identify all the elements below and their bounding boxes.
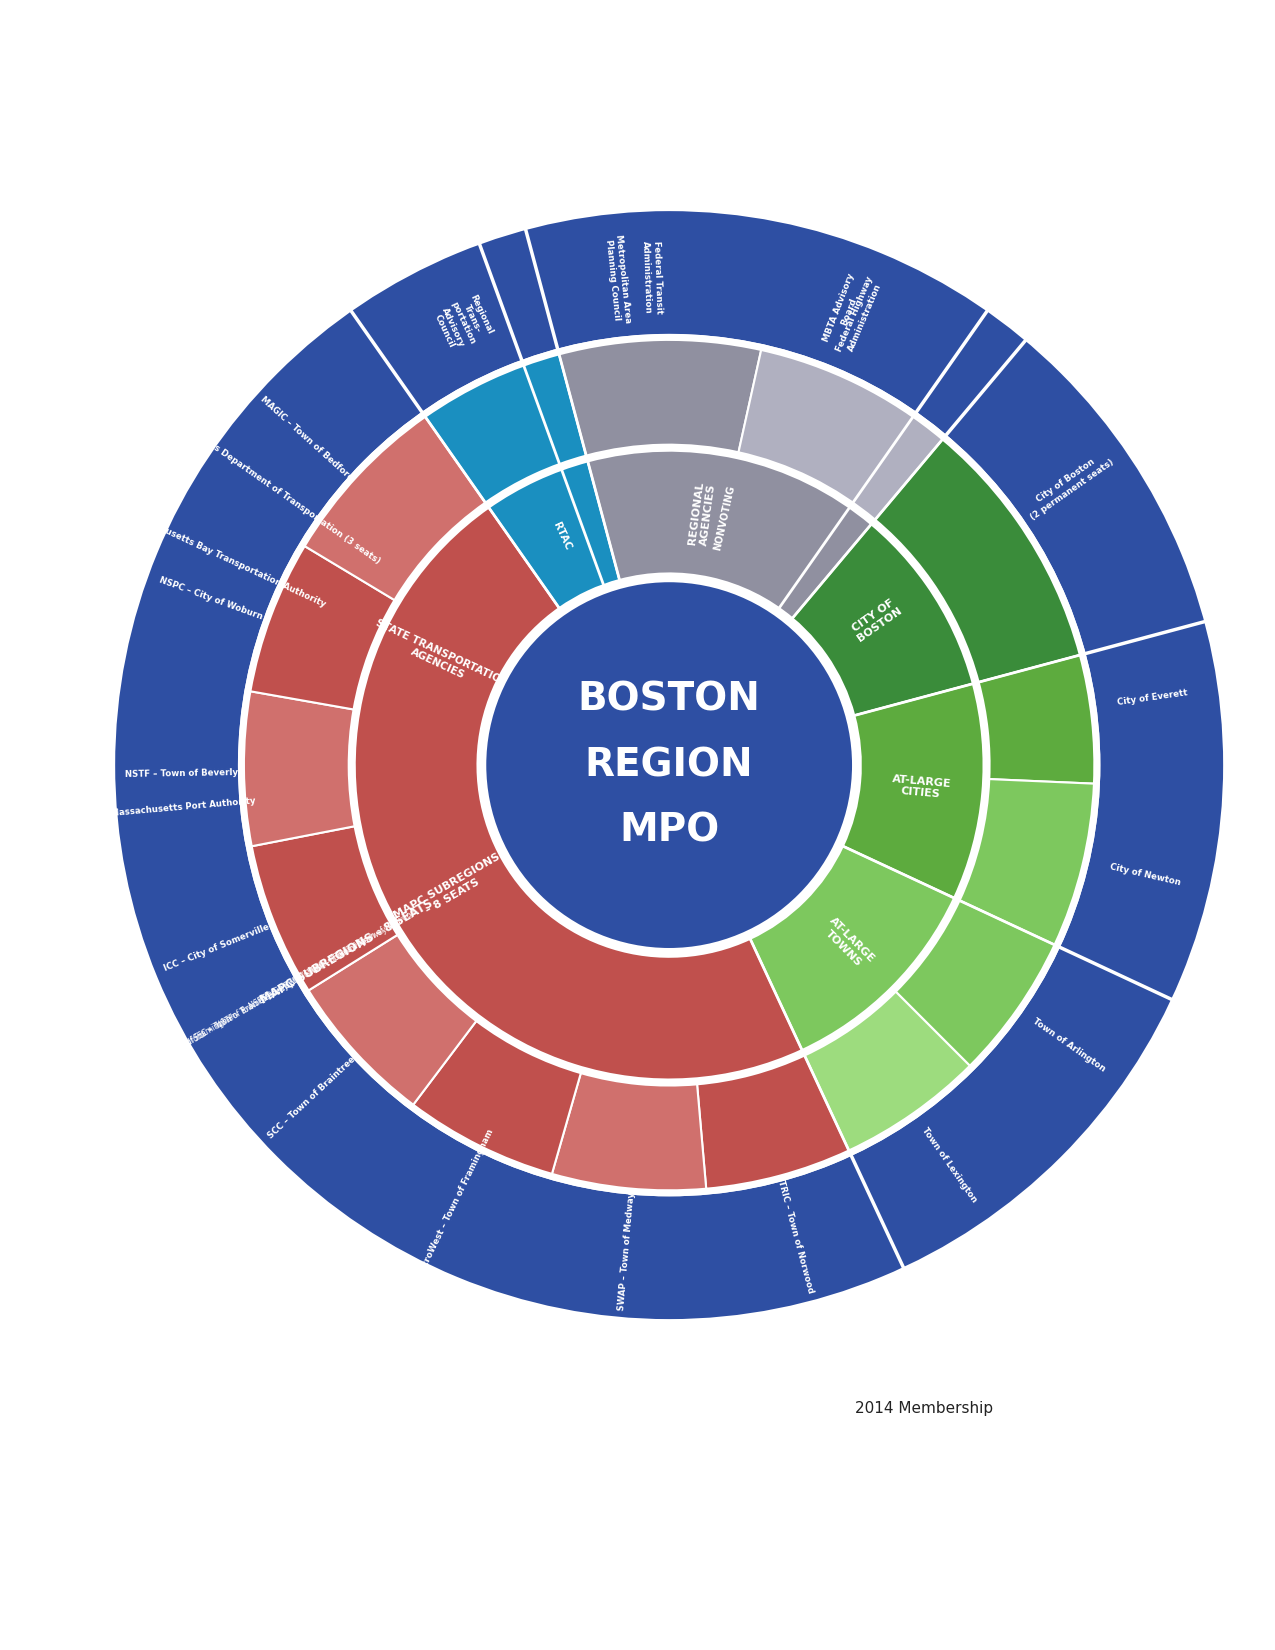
Text: SWAP – Town of Medway: SWAP – Town of Medway: [617, 1191, 636, 1312]
Wedge shape: [853, 417, 1080, 681]
Wedge shape: [750, 846, 954, 1049]
Text: SCC – Town of Braintree: SCC – Town of Braintree: [266, 1054, 358, 1140]
Text: City of Boston
(2 permanent seats): City of Boston (2 permanent seats): [1023, 449, 1116, 521]
Wedge shape: [343, 366, 560, 559]
Wedge shape: [979, 655, 1094, 784]
Text: MAGIC – Town of Bedford: MAGIC – Town of Bedford: [259, 394, 354, 482]
Wedge shape: [426, 355, 586, 503]
Wedge shape: [115, 211, 1223, 1318]
Wedge shape: [250, 492, 423, 710]
Text: Federal Transit
Administration: Federal Transit Administration: [641, 241, 663, 314]
Text: MPO: MPO: [620, 812, 719, 850]
Text: 2014 Membership: 2014 Membership: [854, 1401, 993, 1416]
Text: AT-LARGE
TOWNS: AT-LARGE TOWNS: [820, 916, 877, 972]
Text: REGIONAL
AGENCIES: REGIONAL AGENCIES: [687, 482, 717, 548]
Text: STATE TRANSPORTATION
AGENCIES: STATE TRANSPORTATION AGENCIES: [370, 617, 510, 698]
Text: ICC – City of Somerville: ICC – City of Somerville: [163, 922, 270, 974]
Text: RTAC: RTAC: [551, 520, 572, 551]
Text: NSPC – City of Woburn: NSPC – City of Woburn: [158, 576, 264, 620]
Text: Federal Highway
Administration: Federal Highway Administration: [835, 276, 885, 356]
Wedge shape: [779, 508, 973, 716]
Wedge shape: [488, 462, 620, 609]
Text: City of Everett: City of Everett: [1117, 688, 1188, 706]
Wedge shape: [354, 508, 802, 1079]
Wedge shape: [305, 417, 486, 601]
Wedge shape: [244, 691, 368, 911]
Text: MBTA Advisory
Board: MBTA Advisory Board: [822, 272, 866, 346]
Wedge shape: [524, 340, 724, 464]
Wedge shape: [711, 343, 913, 503]
Text: Massachusetts Department of Transportation (3 seats): Massachusetts Department of Transportati…: [157, 404, 381, 566]
Text: BOSTON: BOSTON: [578, 680, 761, 718]
Wedge shape: [805, 992, 970, 1150]
Text: ICC – City of Somerville  •  MetroWest – Town of Framingham  •  NSPC – City of W: ICC – City of Somerville • MetroWest – T…: [34, 908, 417, 1134]
Wedge shape: [309, 936, 477, 1106]
Wedge shape: [238, 333, 1100, 1196]
Text: Massachusetts Bay Transportation Authority: Massachusetts Bay Transportation Authori…: [126, 508, 328, 609]
Text: REGION: REGION: [585, 746, 754, 784]
Wedge shape: [552, 1072, 706, 1190]
Text: Metropolitan Area
Planning Council: Metropolitan Area Planning Council: [604, 234, 632, 325]
Text: NONVOTING: NONVOTING: [711, 485, 736, 551]
Text: Town of Arlington: Town of Arlington: [1031, 1016, 1107, 1074]
Text: Massachusetts Port Authority: Massachusetts Port Authority: [110, 797, 256, 818]
Text: City of Newton: City of Newton: [1108, 863, 1181, 888]
Wedge shape: [896, 901, 1054, 1066]
Text: Regional
Trans-
portation
Advisory
Council: Regional Trans- portation Advisory Counc…: [430, 290, 496, 355]
Wedge shape: [560, 340, 761, 455]
Wedge shape: [843, 683, 983, 898]
Wedge shape: [349, 446, 989, 1086]
Wedge shape: [244, 691, 354, 846]
Wedge shape: [960, 779, 1094, 945]
Wedge shape: [588, 450, 871, 619]
Wedge shape: [561, 450, 849, 609]
Text: MAPC SUBREGIONS
– 8 SEATS: MAPC SUBREGIONS – 8 SEATS: [393, 851, 507, 931]
Text: MAPC SUBREGIONS – 8 SEATS: MAPC SUBREGIONS – 8 SEATS: [258, 896, 435, 1006]
Text: AT-LARGE
CITIES: AT-LARGE CITIES: [891, 774, 951, 800]
Text: MAGIC – Town of Bedford  •  NSTF – Town of Beverly  •  SWAP – Town of Medway: MAGIC – Town of Bedford • NSTF – Town of…: [120, 924, 389, 1084]
Circle shape: [483, 579, 854, 950]
Wedge shape: [413, 1021, 581, 1173]
Wedge shape: [738, 350, 942, 520]
Wedge shape: [250, 546, 394, 710]
Text: TRIC – Town of Norwood: TRIC – Town of Norwood: [776, 1180, 815, 1294]
Text: Town of Lexington: Town of Lexington: [919, 1125, 978, 1204]
Wedge shape: [697, 1056, 849, 1188]
Text: NSTF – Town of Beverly: NSTF – Town of Beverly: [125, 769, 237, 779]
Text: CITY OF
BOSTON: CITY OF BOSTON: [849, 596, 904, 644]
Text: MetroWest – Town of Framingham: MetroWest – Town of Framingham: [414, 1127, 496, 1280]
Wedge shape: [354, 470, 603, 873]
Text: SSC – Town of Braintree  •  SWAP – Town of Medway: SSC – Town of Braintree • SWAP – Town of…: [193, 937, 368, 1043]
Wedge shape: [251, 827, 398, 990]
